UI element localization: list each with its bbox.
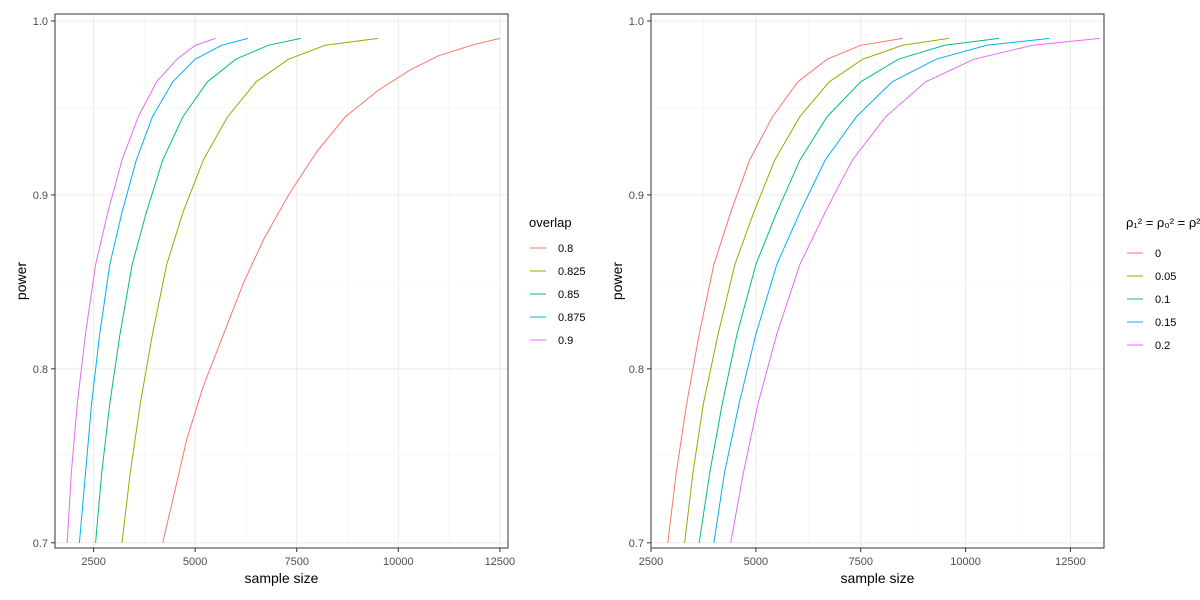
x-tick-label: 2500: [639, 556, 663, 568]
major-gridlines: [55, 14, 508, 548]
major-gridlines: [650, 14, 1104, 548]
y-tick-label: 0.7: [629, 538, 644, 550]
legend-label: 0.05: [1155, 271, 1176, 283]
panel-border: [650, 13, 1105, 549]
y-tick-label: 1.0: [629, 16, 644, 28]
legend-label: 0.2: [1155, 340, 1170, 352]
series-line-0: [667, 37, 903, 543]
y-tick-label: 1.0: [33, 16, 48, 28]
legend-title: overlap: [529, 215, 572, 230]
series-line-0.15: [713, 37, 1050, 543]
x-tick-label: 10000: [950, 556, 981, 568]
y-tick-label: 0.8: [33, 364, 48, 376]
x-tick-label: 12500: [1055, 556, 1086, 568]
x-tick-label: 2500: [81, 556, 105, 568]
x-tick-label: 7500: [284, 556, 308, 568]
x-axis-title: sample size: [245, 570, 319, 586]
series-line-0.9: [66, 37, 216, 543]
legend: overlap 0.8 0.825 0.85 0.875 0.9: [529, 215, 586, 347]
legend-title: ρ₁² = ρ₀² = ρ²: [1126, 215, 1200, 230]
legend-label: 0.9: [558, 335, 573, 347]
series-line-0.85: [95, 37, 301, 543]
series-lines: [667, 37, 1100, 543]
y-tick-label: 0.8: [629, 364, 644, 376]
y-axis-title: power: [13, 262, 29, 300]
series-line-0.8: [162, 37, 501, 543]
legend-label: 0.15: [1155, 317, 1176, 329]
minor-gridlines: [55, 14, 508, 548]
legend-label: 0: [1155, 248, 1161, 260]
legend-label: 0.85: [558, 289, 579, 301]
series-line-0.2: [730, 37, 1100, 543]
panel-border: [54, 13, 509, 549]
legend-label: 0.1: [1155, 294, 1170, 306]
y-tick-label: 0.9: [33, 190, 48, 202]
x-tick-label: 7500: [848, 556, 872, 568]
series-line-0.05: [684, 37, 949, 543]
legend-label: 0.8: [558, 243, 573, 255]
x-tick-label: 12500: [485, 556, 516, 568]
left-chart: 2500 5000 7500 10000 12500 0.7 0.8 0.9 1.0 sample…: [13, 13, 586, 586]
y-axis-title: power: [609, 262, 625, 300]
x-tick-label: 5000: [183, 556, 207, 568]
legend-label: 0.825: [558, 266, 586, 278]
legend-label: 0.875: [558, 312, 586, 324]
legend: ρ₁² = ρ₀² = ρ² 0 0.05 0.1 0.15 0.2: [1126, 215, 1200, 352]
right-chart: 2500 5000 7500 10000 12500 0.7 0.8 0.9 1.0 sample…: [609, 13, 1200, 586]
y-tick-label: 0.7: [33, 538, 48, 550]
series-line-0.825: [121, 37, 379, 543]
series-lines: [66, 37, 501, 543]
x-axis-title: sample size: [841, 570, 915, 586]
y-tick-label: 0.9: [629, 190, 644, 202]
series-line-0.1: [698, 37, 1000, 543]
series-line-0.875: [78, 37, 249, 543]
minor-gridlines: [651, 14, 1104, 548]
x-tick-label: 5000: [744, 556, 768, 568]
x-tick-label: 10000: [383, 556, 414, 568]
